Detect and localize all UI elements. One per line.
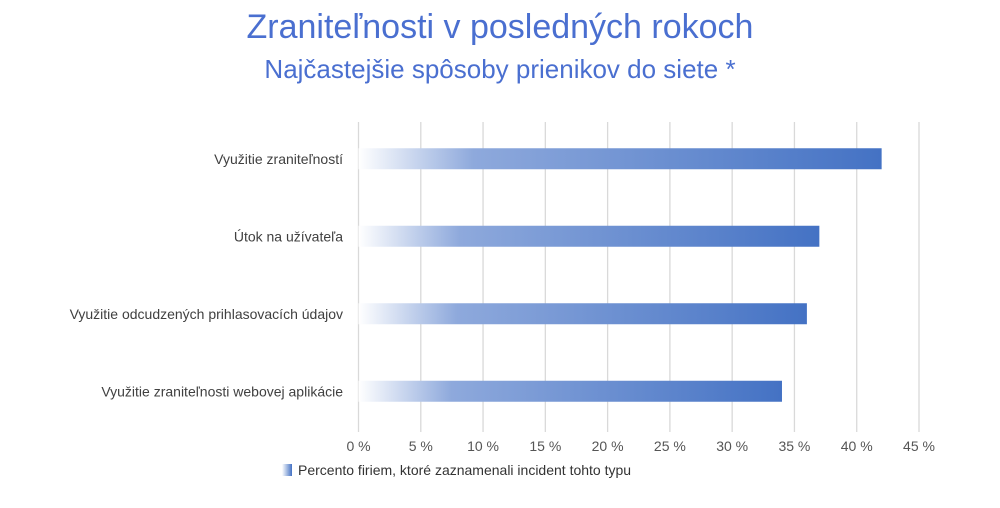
x-tick-label: 5 % (409, 438, 433, 454)
category-label: Využitie zraniteľnosti webovej aplikácie (101, 383, 343, 399)
bar (358, 380, 782, 402)
category-label: Využitie zraniteľností (214, 151, 343, 167)
x-tick-label: 25 % (654, 438, 686, 454)
x-tick-label: 0 % (346, 438, 370, 454)
bar (358, 303, 807, 325)
bar (358, 148, 882, 170)
category-label: Využitie odcudzených prihlasovacích údaj… (70, 306, 343, 322)
x-tick-label: 30 % (716, 438, 748, 454)
legend: Percento firiem, ktoré zaznamenali incid… (282, 462, 631, 478)
legend-label: Percento firiem, ktoré zaznamenali incid… (298, 462, 632, 478)
bar (358, 225, 820, 247)
x-tick-label: 35 % (778, 438, 810, 454)
chart-subtitle: Najčastejšie spôsoby prienikov do siete … (264, 54, 736, 84)
x-tick-label: 10 % (467, 438, 499, 454)
x-tick-label: 20 % (592, 438, 624, 454)
chart-title: Zraniteľnosti v posledných rokoch (246, 8, 754, 46)
x-tick-label: 45 % (903, 438, 935, 454)
legend-swatch (282, 464, 292, 476)
category-label: Útok na užívateľa (234, 228, 343, 244)
x-tick-label: 40 % (841, 438, 873, 454)
x-tick-label: 15 % (529, 438, 561, 454)
